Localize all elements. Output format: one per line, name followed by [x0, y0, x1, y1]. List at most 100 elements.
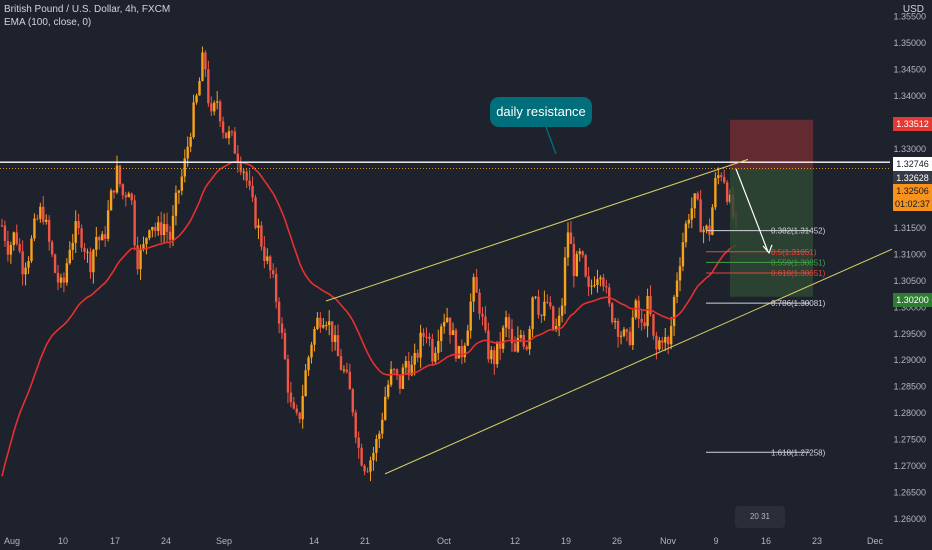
candle-body [696, 193, 699, 200]
candle-body [204, 52, 207, 70]
candle-body [183, 158, 186, 177]
candle-body [342, 369, 346, 371]
candle-body [705, 225, 708, 230]
chart-legend: British Pound / U.S. Dollar, 4h, FXCM EM… [4, 3, 170, 29]
candle-body [434, 352, 437, 362]
candle-body [59, 277, 63, 283]
candle-body [39, 206, 42, 219]
candle-body [578, 251, 581, 254]
candle-body [77, 221, 80, 229]
candle-body [348, 371, 352, 390]
candle-body [451, 330, 455, 335]
candle-body [171, 215, 175, 240]
daily-resistance-callout[interactable]: daily resistance [490, 97, 592, 127]
candle-body [213, 102, 216, 112]
x-tick-label: Oct [437, 536, 452, 546]
candle-body [681, 242, 685, 267]
candle-body [546, 301, 549, 303]
x-tick-label: Nov [660, 536, 677, 546]
candle-body [106, 210, 110, 239]
candle-body [186, 146, 189, 159]
candle-body [210, 103, 213, 112]
candle-body [478, 292, 481, 314]
x-tick-label: Dec [867, 536, 884, 546]
candle-body [410, 364, 413, 376]
candle-body [215, 101, 219, 103]
candle-body [563, 257, 567, 306]
candle-body [448, 317, 452, 335]
candle-body [277, 301, 281, 324]
candle-body [248, 180, 251, 186]
candle-body [333, 335, 337, 342]
candle-body [360, 447, 363, 466]
candle-body [310, 344, 313, 358]
candle-body [245, 171, 248, 181]
candle-body [392, 369, 396, 371]
x-tick-label: 17 [110, 536, 120, 546]
candle-body [596, 279, 599, 285]
candle-body [242, 171, 245, 173]
candle-body [218, 101, 222, 122]
candle-body [466, 330, 469, 346]
candle-body [581, 251, 584, 256]
candle-body [47, 219, 51, 242]
candle-body [363, 465, 366, 472]
candle-body [0, 225, 4, 227]
channel-lower-line[interactable] [384, 248, 893, 475]
candle-body [702, 229, 705, 233]
candle-body [608, 287, 611, 304]
candle-body [159, 222, 163, 236]
candle-body [725, 182, 729, 202]
candle-body [307, 357, 310, 371]
candle-body [157, 222, 160, 231]
candle-body [557, 315, 561, 327]
candle-body [643, 322, 646, 327]
candle-body [301, 396, 304, 420]
candle-body [378, 433, 381, 439]
candle-body [12, 232, 15, 246]
channel-upper-line[interactable] [325, 158, 749, 302]
candle-body [227, 131, 231, 139]
candle-body [667, 336, 670, 345]
candle-body [271, 270, 275, 275]
candle-body [366, 471, 369, 473]
y-tick-label: 1.34000 [893, 91, 926, 101]
candle-body [631, 317, 635, 346]
candle-body [236, 153, 240, 163]
y-tick-label: 1.31500 [893, 223, 926, 233]
candle-body [375, 438, 378, 453]
y-tick-label: 1.35000 [893, 38, 926, 48]
candle-body [675, 280, 679, 297]
candle-body [440, 326, 443, 341]
x-tick-label: Sep [216, 536, 232, 546]
candle-body [89, 251, 92, 273]
candle-body [354, 412, 357, 438]
candle-body [6, 241, 10, 255]
candle-body [3, 225, 7, 242]
y-tick-label: 1.30500 [893, 276, 926, 286]
candle-body [519, 334, 523, 338]
y-tick-label: 1.29500 [893, 329, 926, 339]
current-price-badge: 1.32506 [893, 184, 932, 198]
candle-body [103, 234, 107, 239]
candle-body [587, 276, 590, 287]
candle-body [619, 335, 623, 337]
candle-body [622, 329, 626, 336]
candle-body [572, 244, 576, 277]
candle-body [257, 225, 260, 228]
candle-body [142, 244, 145, 249]
candle-body [498, 341, 502, 349]
candle-body [431, 339, 434, 362]
y-tick-label: 1.27000 [893, 461, 926, 471]
x-tick-label: 16 [761, 536, 771, 546]
candle-body [328, 321, 331, 326]
candle-body [575, 253, 579, 277]
candle-body [661, 340, 664, 343]
candle-body [260, 225, 263, 247]
y-tick-label: 1.33000 [893, 144, 926, 154]
candle-body [516, 337, 520, 352]
candle-body [283, 332, 287, 360]
candle-body [437, 340, 440, 353]
candle-body [513, 343, 517, 352]
